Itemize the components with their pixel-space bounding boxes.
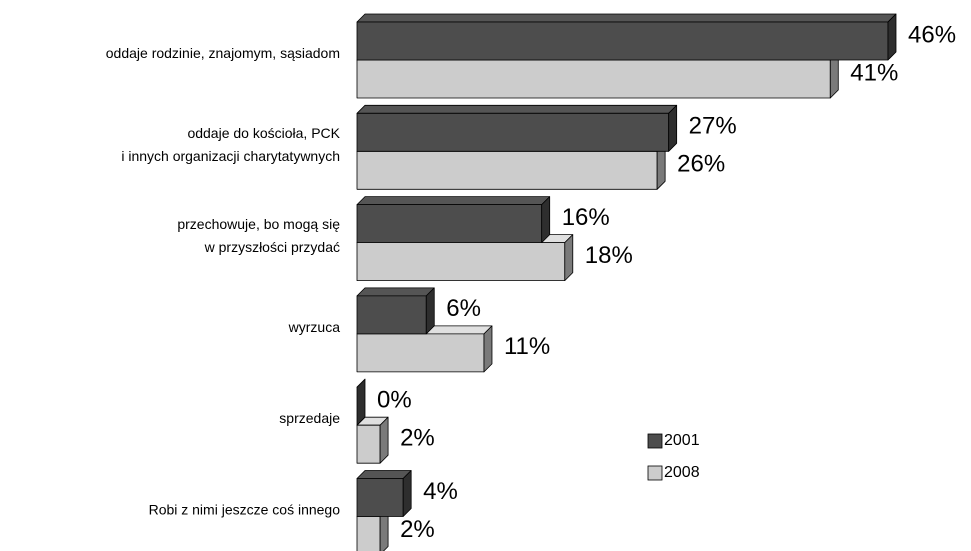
category-label: oddaje rodzinie, znajomym, sąsiadom [106,45,340,61]
bar-side [564,234,574,282]
value-label: 18% [585,242,633,269]
bar-side [356,378,366,426]
bar-front [356,333,485,373]
bar-side [483,325,493,373]
bar-side [541,196,551,244]
value-label: 41% [850,59,898,86]
category-line: Robi z nimi jeszcze coś innego [149,501,341,517]
bar-side [425,287,435,335]
legend-label: 2008 [664,464,700,481]
legend-swatch [647,465,663,481]
category-line: i innych organizacji charytatywnych [121,148,340,164]
bar [356,104,678,152]
category-label: sprzedaje [279,410,340,426]
bar-top [356,470,412,479]
value-label: 27% [689,113,737,140]
bar-front [356,295,427,335]
category-label: przechowuje, bo mogą się w przyszłości pr… [177,216,340,255]
value-label: 0% [377,387,412,414]
bar-top [356,287,435,297]
bar [356,287,435,335]
value-label: 2% [400,425,435,452]
bar-front [356,21,889,61]
bar-side [668,104,678,152]
bar-front [356,242,566,282]
category-label: oddaje do kościoła, PCK i innych organiza… [121,125,340,164]
value-label: 6% [446,295,481,322]
bar-top [356,13,897,23]
bar-front [356,478,404,517]
category-line: wyrzuca [288,319,341,335]
category-line: sprzedaje [279,410,340,426]
bar-front [356,424,381,464]
value-label: 26% [677,151,725,178]
value-label: 11% [504,333,550,360]
category-label: Robi z nimi jeszcze coś innego [149,501,341,517]
bar [356,13,897,61]
bar-side [887,13,897,61]
legend-label: 2001 [664,432,700,449]
bar-top [356,196,551,206]
bar-front [356,204,543,244]
value-label: 2% [400,516,435,543]
category-line: przechowuje, bo mogą się [177,216,340,232]
value-label: 16% [562,204,610,231]
bar-top [356,104,678,114]
category-line: w przyszłości przydać [204,239,340,255]
bar-side [379,416,389,464]
legend-swatch [647,433,663,449]
category-line: oddaje do kościoła, PCK [187,125,340,141]
bar [356,470,412,517]
bar-side [402,470,412,517]
value-label: 4% [423,478,458,505]
bar [356,378,366,426]
bar-front [356,112,670,152]
bar-front [356,150,658,190]
bar-front [356,59,831,99]
bar-front [356,516,381,551]
value-label: 46% [908,21,956,48]
category-label: wyrzuca [288,319,341,335]
bar [356,416,389,464]
bar [356,196,551,244]
category-line: oddaje rodzinie, znajomym, sąsiadom [106,45,340,61]
